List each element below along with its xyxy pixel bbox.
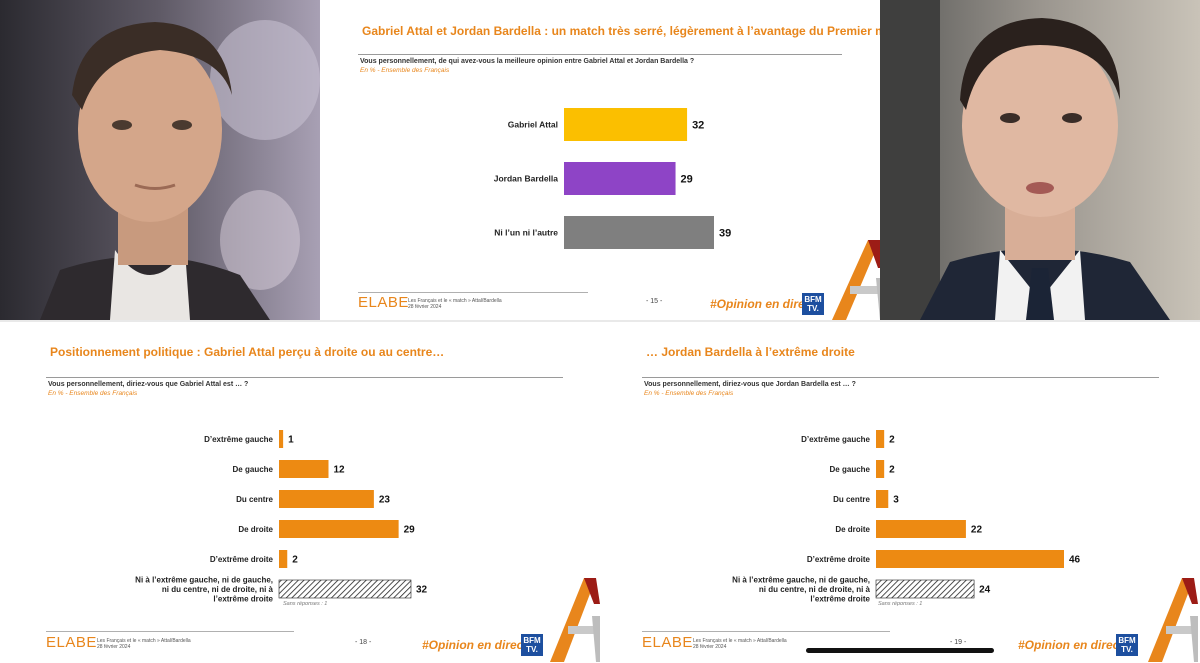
value-label: 46 — [1069, 555, 1081, 566]
bar-2 — [279, 490, 374, 508]
value-label: 1 — [288, 435, 294, 446]
category-label: Jordan Bardella — [494, 173, 559, 183]
separator — [0, 320, 1200, 322]
value-label: 22 — [971, 525, 983, 536]
jordan-bardella-photo — [880, 0, 1200, 320]
value-label: 32 — [692, 119, 704, 131]
question-text: Vous personnellement, diriez-vous que Ga… — [48, 381, 249, 388]
bar-5 — [278, 579, 412, 599]
hashtag-opinion: #Opinion en direct — [1018, 638, 1124, 652]
category-label: D’extrême droite — [210, 555, 274, 564]
page-number: - 18 - — [355, 639, 372, 646]
population-note: En % - Ensemble des Français — [360, 67, 450, 74]
elabe-a-icon — [832, 240, 880, 320]
population-note: En % - Ensemble des Français — [48, 390, 138, 397]
elabe-a-icon — [1148, 578, 1198, 662]
scrollbar-handle[interactable] — [806, 648, 994, 653]
category-label: Du centre — [236, 495, 273, 504]
hashtag-opinion: #Opinion en direct — [422, 638, 528, 652]
title-rule — [358, 54, 842, 55]
value-label: 2 — [292, 555, 298, 566]
slide-title: Positionnement politique : Gabriel Attal… — [50, 345, 445, 359]
hashtag-opinion: #Opinion en direct — [710, 297, 816, 311]
bar-5 — [875, 579, 975, 599]
bar-1 — [564, 162, 676, 195]
elabe-logo: ELABE — [358, 294, 409, 311]
bar-0 — [564, 108, 688, 141]
gabriel-attal-photo — [0, 0, 320, 320]
category-label: Ni l’un ni l’autre — [494, 227, 558, 237]
bfmtv-logo: BFM TV. — [802, 293, 824, 315]
category-label: D’extrême gauche — [801, 435, 870, 444]
value-label: 29 — [681, 173, 693, 185]
question-text: Vous personnellement, diriez-vous que Jo… — [644, 381, 856, 388]
slide-attal-positioning: Positionnement politique : Gabriel Attal… — [0, 322, 600, 663]
bfmtv-logo: BFM TV. — [521, 634, 543, 656]
no-answer-note: Sans réponses : 1 — [878, 601, 923, 607]
title-rule — [46, 377, 563, 378]
value-label: 12 — [334, 465, 346, 476]
footer-rule — [358, 292, 588, 293]
category-label: D’extrême gauche — [204, 435, 273, 444]
chart-attal-positioning: D’extrême gauche 1 De gauche 12 Du centre 23 D… — [135, 430, 428, 603]
slide-top: Gabriel Attal et Jordan Bardella : un ma… — [320, 0, 880, 320]
elabe-a-icon — [550, 578, 600, 662]
category-label: De droite — [835, 525, 870, 534]
question-text: Vous personnellement, de qui avez-vous l… — [360, 58, 695, 65]
chart-bardella-positioning: D’extrême gauche 2 De gauche 2 Du centre 3 De … — [732, 430, 1081, 603]
value-label: 2 — [889, 435, 895, 446]
bar-0 — [279, 430, 284, 448]
elabe-logo: ELABE — [642, 634, 693, 651]
category-label: Ni à l’extrême gauche, ni de gauche, ni d… — [135, 575, 273, 603]
elabe-logo: ELABE — [46, 634, 97, 651]
value-label: 29 — [404, 525, 416, 536]
page-number: - 19 - — [950, 639, 967, 646]
value-label: 39 — [719, 227, 731, 239]
no-answer-note: Sans réponses : 1 — [283, 601, 328, 607]
bar-0 — [876, 430, 885, 448]
slide-title: … Jordan Bardella à l’extrême droite — [646, 345, 855, 359]
footer-rule — [642, 631, 890, 632]
category-label: Gabriel Attal — [508, 119, 558, 129]
bar-2 — [564, 216, 714, 249]
category-label: De gauche — [830, 465, 871, 474]
slide-title: Gabriel Attal et Jordan Bardella : un ma… — [362, 24, 880, 38]
bar-3 — [279, 520, 399, 538]
value-label: 2 — [889, 465, 895, 476]
footer-subject: Les Français et le « match » Attal/Barde… — [693, 638, 787, 650]
bar-2 — [876, 490, 889, 508]
category-label: D’extrême droite — [807, 555, 871, 564]
value-label: 3 — [893, 495, 899, 506]
bar-3 — [876, 520, 966, 538]
bar-4 — [279, 550, 288, 568]
value-label: 24 — [979, 585, 991, 596]
population-note: En % - Ensemble des Français — [644, 390, 734, 397]
bar-1 — [279, 460, 329, 478]
value-label: 32 — [416, 585, 428, 596]
category-label: Du centre — [833, 495, 870, 504]
footer-subject: Les Français et le « match » Attal/Barde… — [97, 638, 191, 650]
footer-rule — [46, 631, 294, 632]
bfmtv-logo: BFM TV. — [1116, 634, 1138, 656]
category-label: De droite — [238, 525, 273, 534]
bar-1 — [876, 460, 885, 478]
page-number: - 15 - — [646, 298, 663, 305]
footer-subject: Les Français et le « match » Attal/Barde… — [408, 298, 502, 310]
category-label: De gauche — [233, 465, 274, 474]
chart-opinion: Gabriel Attal 32 Jordan Bardella 29 Ni l’un … — [494, 108, 731, 249]
slide-bardella-positioning: … Jordan Bardella à l’extrême droite Vou… — [600, 322, 1200, 663]
bar-4 — [876, 550, 1064, 568]
value-label: 23 — [379, 495, 391, 506]
category-label: Ni à l’extrême gauche, ni de gauche, ni d… — [732, 575, 870, 603]
title-rule — [642, 377, 1159, 378]
